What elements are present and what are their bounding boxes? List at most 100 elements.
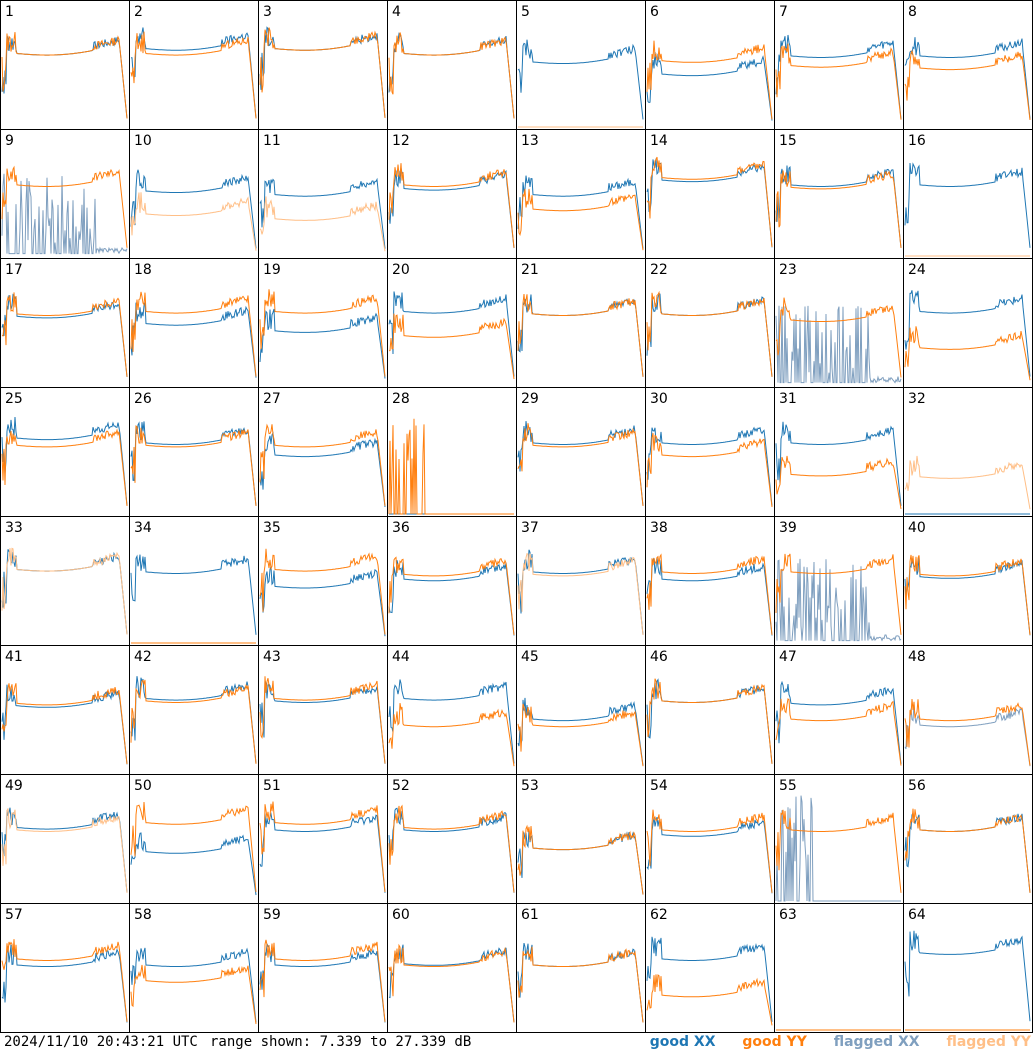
series-xx-10: [130, 169, 257, 249]
series-yy-17: [1, 292, 128, 377]
panel-label-2: 2: [134, 4, 143, 20]
panel-3: 3: [258, 0, 388, 130]
panel-1: 1: [0, 0, 130, 130]
panel-label-54: 54: [650, 778, 668, 794]
series-yy-54: [646, 809, 773, 893]
panel-label-29: 29: [521, 391, 539, 407]
panel-frame-29: [516, 387, 646, 517]
panel-frame-43: [258, 645, 388, 775]
panel-label-24: 24: [908, 262, 926, 278]
panel-label-57: 57: [5, 907, 23, 923]
panel-label-7: 7: [779, 4, 788, 20]
series-xx-19: [259, 308, 386, 379]
panel-32: 32: [903, 387, 1033, 517]
panel-label-27: 27: [263, 391, 281, 407]
panel-label-43: 43: [263, 649, 281, 665]
series-xx-39: [775, 558, 902, 642]
panel-label-5: 5: [521, 4, 530, 20]
panel-22: 22: [645, 258, 775, 388]
series-yy-23: [775, 297, 902, 378]
panel-label-6: 6: [650, 4, 659, 20]
series-yy-52: [388, 804, 515, 893]
panel-56: 56: [903, 774, 1033, 904]
series-xx-29: [517, 421, 644, 506]
series-yy-55: [775, 809, 902, 893]
series-xx-64: [904, 930, 1031, 1022]
panel-frame-5: [516, 0, 646, 130]
panel-49: 49: [0, 774, 130, 904]
series-yy-53: [517, 824, 644, 895]
panel-label-1: 1: [5, 4, 14, 20]
series-xx-8: [904, 37, 1031, 119]
panel-frame-53: [516, 774, 646, 904]
panel-16: 16: [903, 129, 1033, 259]
series-yy-18: [130, 291, 257, 377]
panel-54: 54: [645, 774, 775, 904]
panel-frame-15: [774, 129, 904, 259]
series-xx-43: [259, 680, 386, 764]
series-xx-36: [388, 560, 515, 636]
series-yy-10: [130, 192, 257, 251]
panel-39: 39: [774, 516, 904, 646]
panel-frame-60: [387, 903, 517, 1033]
series-xx-45: [517, 697, 644, 766]
panel-7: 7: [774, 0, 904, 130]
panel-label-49: 49: [5, 778, 23, 794]
panel-frame-32: [903, 387, 1033, 517]
series-xx-35: [259, 566, 386, 637]
panel-label-48: 48: [908, 649, 926, 665]
panel-label-53: 53: [521, 778, 539, 794]
panel-frame-7: [774, 0, 904, 130]
panel-label-21: 21: [521, 262, 539, 278]
panel-46: 46: [645, 645, 775, 775]
panel-frame-62: [645, 903, 775, 1033]
panel-label-64: 64: [908, 907, 926, 923]
series-yy-7: [775, 43, 902, 120]
panel-23: 23: [774, 258, 904, 388]
series-xx-52: [388, 807, 515, 893]
series-xx-59: [259, 943, 386, 1023]
panel-64: 64: [903, 903, 1033, 1033]
panel-34: 34: [129, 516, 259, 646]
panel-48: 48: [903, 645, 1033, 775]
panel-label-61: 61: [521, 907, 539, 923]
panel-frame-42: [129, 645, 259, 775]
series-yy-45: [517, 703, 644, 767]
series-yy-59: [259, 939, 386, 1022]
series-xx-12: [388, 167, 515, 249]
series-xx-25: [1, 416, 128, 506]
series-yy-33: [1, 547, 128, 635]
series-xx-16: [904, 162, 1031, 248]
panel-28: 28: [387, 387, 517, 517]
panel-62: 62: [645, 903, 775, 1033]
series-yy-3: [259, 27, 386, 119]
panel-label-31: 31: [779, 391, 797, 407]
panel-label-42: 42: [134, 649, 152, 665]
panel-42: 42: [129, 645, 259, 775]
panel-label-34: 34: [134, 520, 152, 536]
panel-52: 52: [387, 774, 517, 904]
series-xx-42: [130, 676, 257, 764]
series-xx-51: [259, 812, 386, 893]
panel-frame-4: [387, 0, 517, 130]
panel-12: 12: [387, 129, 517, 259]
panel-label-12: 12: [392, 133, 410, 149]
panel-33: 33: [0, 516, 130, 646]
panel-label-25: 25: [5, 391, 23, 407]
series-xx-50: [130, 832, 257, 896]
panel-43: 43: [258, 645, 388, 775]
panel-35: 35: [258, 516, 388, 646]
panel-frame-48: [903, 645, 1033, 775]
panel-frame-38: [645, 516, 775, 646]
panel-frame-13: [516, 129, 646, 259]
panel-label-55: 55: [779, 778, 797, 794]
panel-14: 14: [645, 129, 775, 259]
panel-label-46: 46: [650, 649, 668, 665]
panel-10: 10: [129, 129, 259, 259]
panel-44: 44: [387, 645, 517, 775]
legend-good-yy: good YY: [742, 1034, 807, 1050]
panel-57: 57: [0, 903, 130, 1033]
legend: good XX good YY flagged XX flagged YY: [628, 1034, 1031, 1050]
panel-59: 59: [258, 903, 388, 1033]
series-yy-20: [388, 313, 515, 380]
